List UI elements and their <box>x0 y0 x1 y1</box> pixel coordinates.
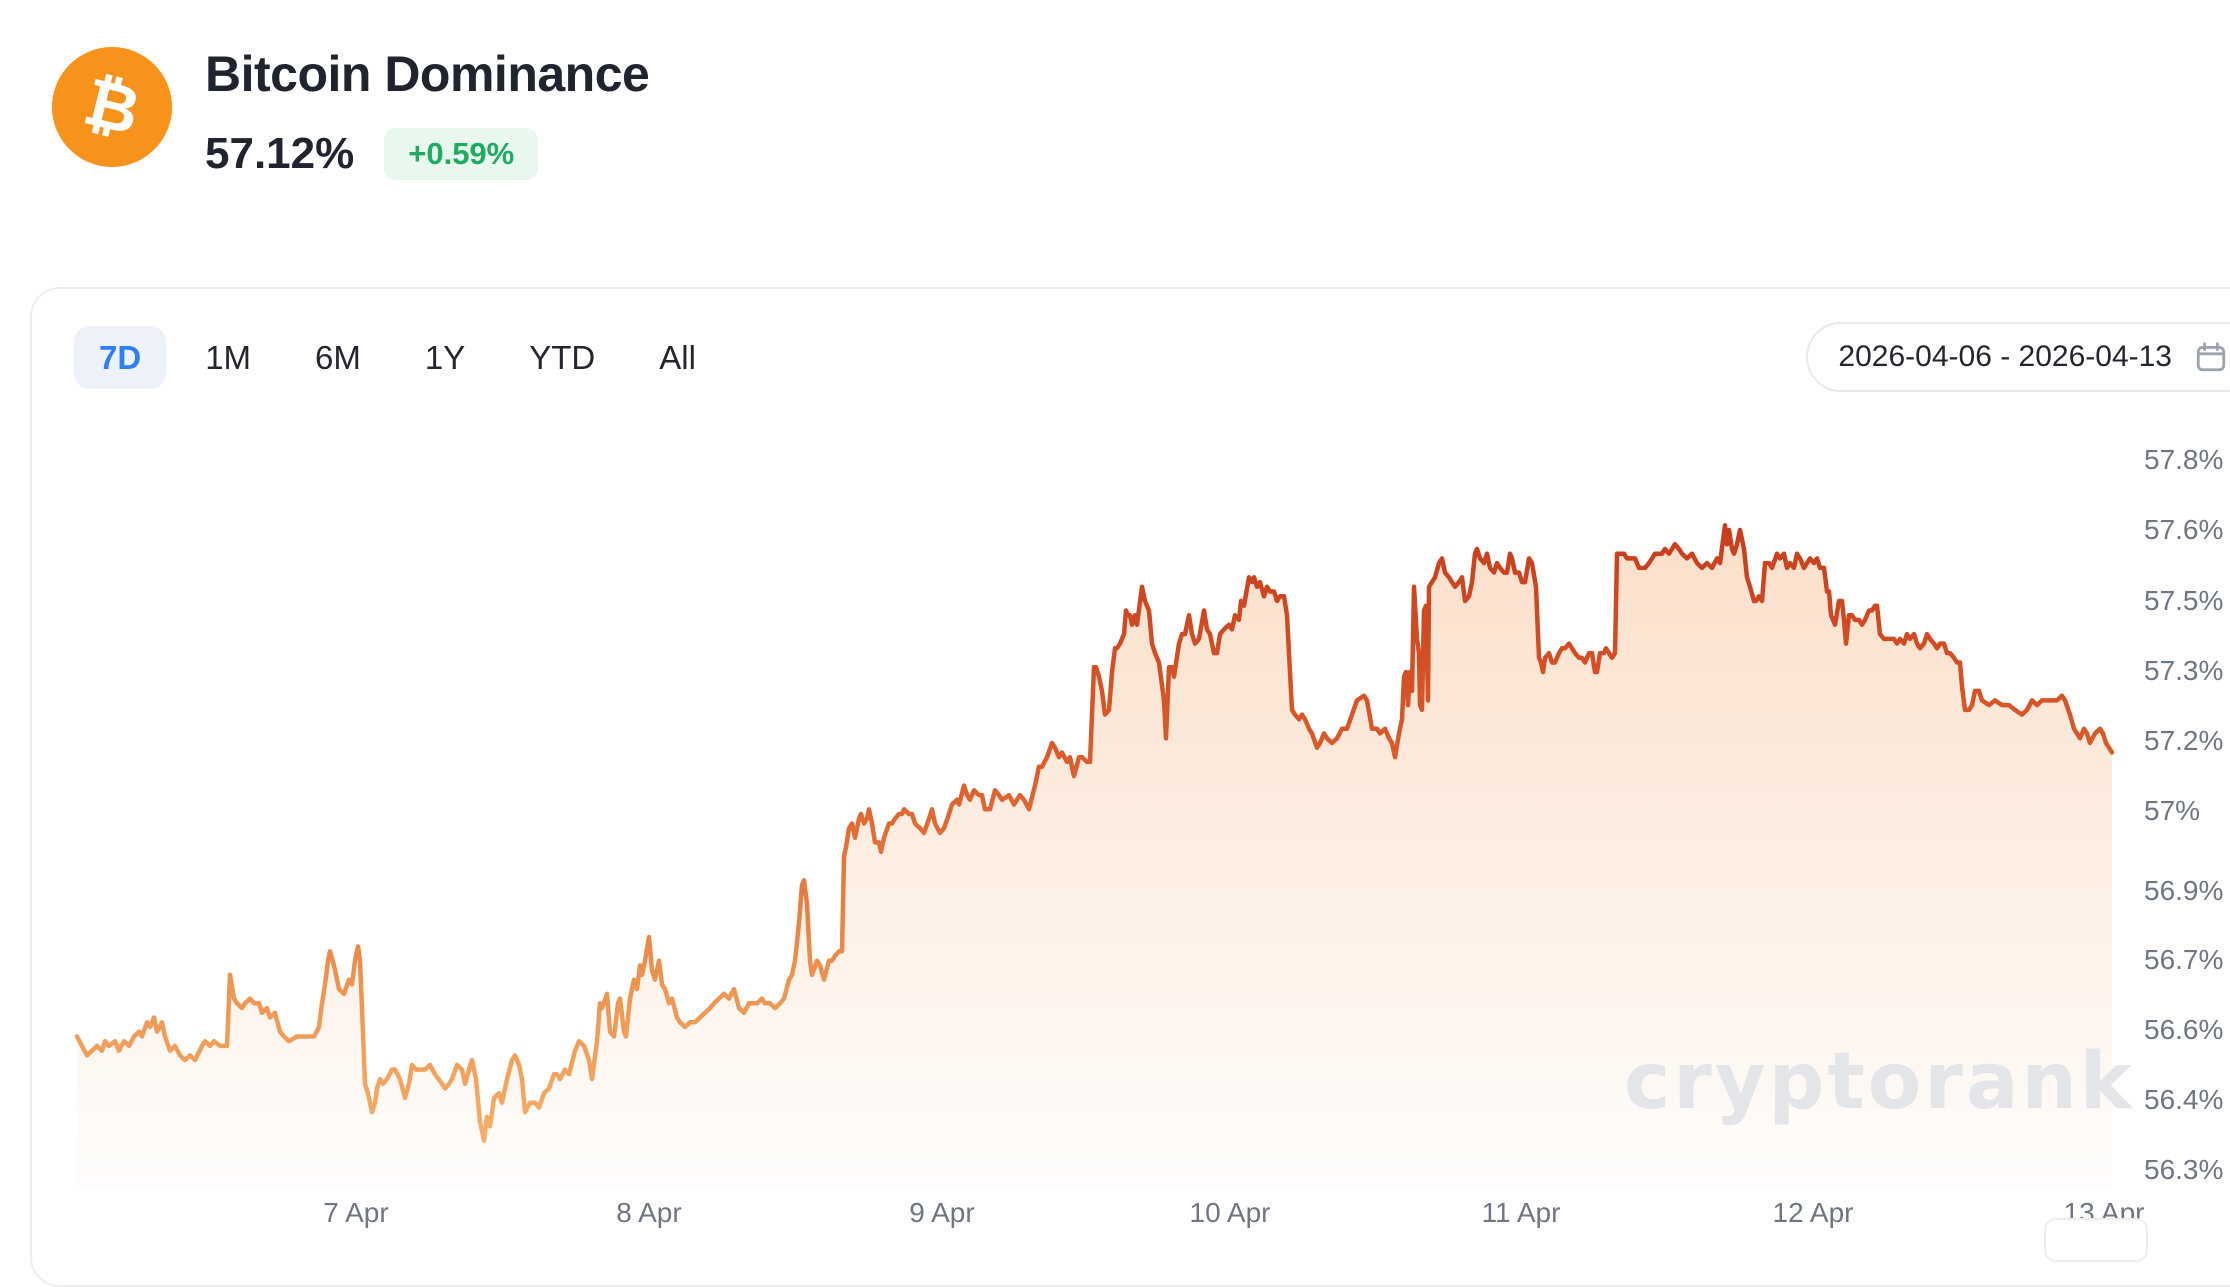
x-axis-label: 9 Apr <box>909 1197 974 1228</box>
bitcoin-icon: ₿ <box>52 47 172 167</box>
tab-1m[interactable]: 1M <box>180 326 276 389</box>
tab-6m[interactable]: 6M <box>290 326 386 389</box>
tab-1y[interactable]: 1Y <box>400 326 490 389</box>
dominance-chart[interactable]: 57.8% 57.6% 57.5% 57.3% 57.2% 57% 56.9% 56.7% 56… <box>32 289 2230 1285</box>
header-value-row: 57.12% +0.59% <box>205 128 649 181</box>
y-axis-label: 57.5% <box>2144 585 2223 616</box>
y-axis-label: 57.3% <box>2144 655 2223 686</box>
tab-ytd[interactable]: YTD <box>504 326 620 389</box>
y-axis-label: 57% <box>2144 795 2200 826</box>
area-fill <box>77 525 2112 1187</box>
partial-element <box>2044 1218 2148 1262</box>
tab-all[interactable]: All <box>634 326 721 389</box>
page-title: Bitcoin Dominance <box>205 46 650 102</box>
calendar-icon <box>2196 342 2226 372</box>
y-axis-label: 57.2% <box>2144 725 2223 756</box>
header-text: Bitcoin Dominance 57.12% +0.59% <box>205 46 650 181</box>
y-axis-label: 56.4% <box>2144 1084 2223 1115</box>
y-axis-label: 56.7% <box>2144 944 2223 975</box>
y-axis-label: 56.6% <box>2144 1014 2223 1045</box>
dominance-value: 57.12% <box>205 129 355 179</box>
y-axis-label: 57.6% <box>2144 514 2223 545</box>
chart-toolbar: 7D 1M 6M 1Y YTD All 2026-04-06 - 2026-04-13 <box>74 322 2230 392</box>
date-range-button[interactable]: 2026-04-06 - 2026-04-13 <box>1806 322 2230 392</box>
x-axis-label: 10 Apr <box>1190 1197 1271 1228</box>
date-range-text: 2026-04-06 - 2026-04-13 <box>1838 340 2172 373</box>
x-axis-label: 11 Apr <box>1482 1197 1561 1228</box>
x-axis-label: 12 Apr <box>1773 1197 1854 1228</box>
y-axis-label: 56.9% <box>2144 875 2223 906</box>
watermark: cryptorank <box>1624 1037 2135 1127</box>
header: ₿ Bitcoin Dominance 57.12% +0.59% <box>52 46 650 181</box>
x-axis-label: 7 Apr <box>323 1197 388 1228</box>
range-tabs: 7D 1M 6M 1Y YTD All <box>74 325 721 389</box>
line-path <box>74 523 2115 1143</box>
chart-card: 7D 1M 6M 1Y YTD All 2026-04-06 - 2026-04-13 5… <box>30 287 2230 1287</box>
page: ₿ Bitcoin Dominance 57.12% +0.59% 7D 1M 6M… <box>30 46 2230 1287</box>
y-axis-label: 56.3% <box>2144 1154 2223 1185</box>
x-axis-label: 8 Apr <box>616 1197 681 1228</box>
tab-7d[interactable]: 7D <box>74 325 167 389</box>
y-axis-label: 57.8% <box>2144 444 2223 475</box>
change-badge: +0.59% <box>384 128 539 181</box>
